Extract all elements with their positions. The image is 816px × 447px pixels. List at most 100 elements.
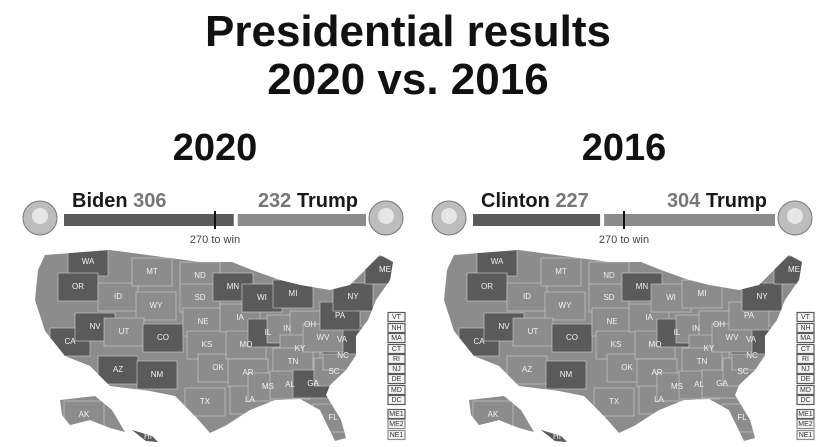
state bbox=[741, 282, 783, 312]
state-box bbox=[796, 343, 815, 355]
state-label: LA bbox=[654, 395, 664, 404]
state-label: FL bbox=[737, 413, 747, 422]
state-box bbox=[387, 384, 406, 396]
vote-bar bbox=[604, 214, 775, 226]
state-box-label: VT bbox=[801, 314, 811, 321]
vote-bar bbox=[64, 214, 234, 226]
state-label: KY bbox=[295, 344, 306, 353]
state-label: CO bbox=[566, 333, 578, 342]
state-label: NM bbox=[560, 370, 573, 379]
state-label: AR bbox=[651, 368, 662, 377]
state bbox=[135, 291, 177, 321]
state-label: TX bbox=[609, 397, 620, 406]
state bbox=[97, 355, 139, 385]
vote-bar bbox=[473, 214, 601, 226]
state-label: MT bbox=[146, 267, 158, 276]
state-label: PA bbox=[744, 311, 755, 320]
state-label: OR bbox=[72, 282, 84, 291]
state-box-label: ME1 bbox=[798, 411, 813, 418]
state-label: SC bbox=[328, 367, 339, 376]
state bbox=[506, 282, 548, 312]
state-box-label: NE1 bbox=[799, 432, 813, 439]
state-box-label: NJ bbox=[392, 366, 401, 373]
state-label: WY bbox=[150, 301, 164, 310]
state-box-label: ME2 bbox=[389, 421, 404, 428]
state-box bbox=[796, 429, 815, 441]
state-label: SD bbox=[603, 293, 614, 302]
state-label: NV bbox=[89, 322, 101, 331]
state-label: WV bbox=[317, 333, 331, 342]
state-label: SC bbox=[737, 367, 748, 376]
state-label: OK bbox=[621, 363, 633, 372]
state-box bbox=[796, 408, 815, 420]
state bbox=[593, 387, 635, 417]
state-label: NC bbox=[746, 351, 758, 360]
state-box-label: MA bbox=[391, 335, 402, 342]
state-label: MT bbox=[555, 267, 567, 276]
electoral-votes: 227 bbox=[555, 190, 588, 212]
state-label: MI bbox=[698, 289, 707, 298]
state-box-label: NH bbox=[391, 325, 401, 332]
state-label: FL bbox=[328, 413, 338, 422]
electoral-votes: 232 bbox=[258, 190, 291, 212]
state-label: AZ bbox=[522, 365, 532, 374]
state-label: IL bbox=[265, 328, 272, 337]
state-label: OK bbox=[212, 363, 224, 372]
state-box bbox=[387, 343, 406, 355]
state bbox=[131, 257, 173, 287]
state-label: IN bbox=[283, 324, 291, 333]
state-box-label: MA bbox=[800, 335, 811, 342]
state bbox=[506, 355, 548, 385]
state-label: NY bbox=[756, 292, 768, 301]
threshold-label: 270 to win bbox=[599, 234, 649, 246]
electoral-votes: 304 bbox=[667, 190, 701, 212]
photo-face bbox=[32, 208, 48, 224]
state-label: MI bbox=[289, 289, 298, 298]
threshold-label: 270 to win bbox=[190, 234, 240, 246]
state-label: IN bbox=[692, 324, 700, 333]
map bbox=[444, 250, 802, 442]
state-label: ND bbox=[603, 271, 615, 280]
state-label: ME bbox=[379, 265, 391, 274]
state-label: ID bbox=[523, 292, 531, 301]
state-box bbox=[387, 363, 406, 375]
state-box-label: DE bbox=[801, 376, 811, 383]
state-box-label: VT bbox=[392, 314, 402, 321]
state-label: WI bbox=[666, 293, 676, 302]
state-label: OH bbox=[713, 320, 725, 329]
state-box bbox=[796, 418, 815, 430]
state-label: WV bbox=[726, 333, 740, 342]
state-label: HI bbox=[553, 432, 561, 441]
state-box bbox=[387, 332, 406, 344]
state-label: AK bbox=[488, 410, 499, 419]
state-label: IA bbox=[236, 313, 244, 322]
state-label: AZ bbox=[113, 365, 123, 374]
state-box bbox=[387, 322, 406, 334]
state-label: MS bbox=[262, 382, 274, 391]
state-label: CA bbox=[473, 337, 485, 346]
state-box bbox=[796, 394, 815, 406]
state-label: WI bbox=[257, 293, 267, 302]
vote-bar bbox=[237, 214, 366, 226]
state-box bbox=[387, 429, 406, 441]
state-label: NE bbox=[606, 317, 617, 326]
state-label: OH bbox=[304, 320, 316, 329]
state-label: NV bbox=[498, 322, 510, 331]
right-candidate: 232 Trump bbox=[258, 190, 358, 212]
state bbox=[551, 323, 593, 353]
candidate-name: Biden bbox=[72, 190, 128, 212]
state bbox=[540, 257, 582, 287]
panel: 2016 270 to win Clinton 227 304 Trump WA OR CA… bbox=[431, 127, 815, 442]
state-box-label: MD bbox=[800, 387, 811, 394]
state-label: NE bbox=[197, 317, 208, 326]
state bbox=[544, 291, 586, 321]
state-label: ID bbox=[114, 292, 122, 301]
state-label: KS bbox=[611, 340, 622, 349]
state-box-label: ME1 bbox=[389, 411, 404, 418]
state-label: AK bbox=[79, 410, 90, 419]
state-box-label: NH bbox=[800, 325, 810, 332]
state-box-label: DC bbox=[391, 397, 401, 404]
state bbox=[332, 282, 374, 312]
state-box bbox=[796, 332, 815, 344]
state-label: IA bbox=[645, 313, 653, 322]
